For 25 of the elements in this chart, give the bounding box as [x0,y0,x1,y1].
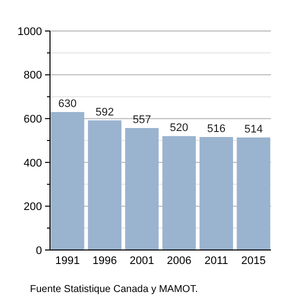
bar [125,128,159,250]
y-tick-label: 1000 [18,26,42,38]
x-tick-label: 2006 [166,255,192,267]
y-tick-label: 400 [24,157,42,170]
x-tick-label: 2015 [241,255,266,267]
x-tick-label: 1991 [55,255,80,267]
data-label: 520 [170,122,188,134]
data-label: 592 [96,106,114,118]
source-note: Fuente Statistique Canada y MAMOT. [30,284,198,295]
data-label: 516 [207,122,226,135]
x-tick-label: 2001 [130,255,154,267]
y-tick-label: 0 [36,244,42,257]
x-tick-label: 2011 [204,255,228,267]
data-label: 630 [58,98,77,110]
y-tick-label: 800 [24,70,42,82]
bar [162,136,196,250]
x-tick-label: 1996 [92,255,117,267]
data-label: 514 [244,123,263,136]
bar [200,136,234,250]
bar [236,137,270,250]
y-tick-label: 600 [24,113,42,126]
data-label: 557 [132,114,152,126]
y-tick-label: 200 [24,201,42,214]
bar [50,112,84,250]
bar [88,120,122,250]
